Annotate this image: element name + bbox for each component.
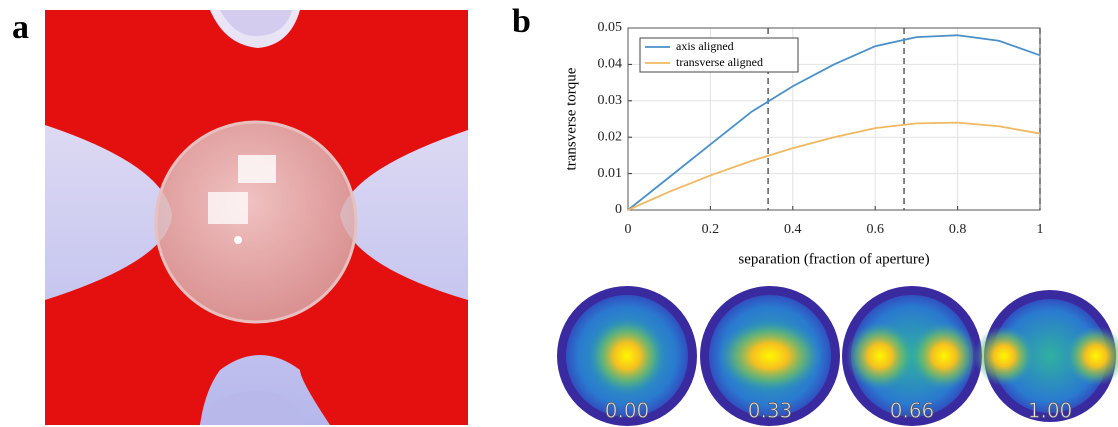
y-axis-label: transverse torque [563, 67, 579, 170]
render [45, 10, 468, 425]
y-tick-label: 0.02 [598, 129, 623, 144]
legend-box [639, 37, 799, 73]
x-axis-label: separation (fraction of aperture) [738, 251, 929, 267]
y-tick-label: 0.03 [598, 93, 623, 108]
inset-label: 0.33 [748, 399, 793, 423]
inset-label: 0.66 [890, 399, 935, 423]
legend-label: transverse aligned [676, 55, 763, 69]
x-tick-label: 1 [1037, 222, 1044, 237]
x-tick-label: 0.6 [866, 222, 884, 237]
x-tick-label: 0.8 [949, 222, 967, 237]
y-tick-label: 0.05 [598, 20, 623, 35]
line-series [627, 34, 1041, 211]
inset-label: 1.00 [1028, 399, 1073, 423]
x-tick-label: 0.2 [702, 222, 720, 237]
x-tick-label: 0 [625, 222, 632, 237]
legend-label: axis aligned [676, 39, 734, 53]
line-series [627, 121, 1041, 211]
y-tick-label: 0 [615, 202, 622, 217]
heatmaps [557, 286, 1118, 426]
x-tick-label: 0.4 [784, 222, 802, 237]
panel-label: a [12, 9, 29, 46]
y-tick-label: 0.04 [598, 57, 623, 72]
y-tick-label: 0.01 [598, 166, 623, 181]
inset-label: 0.00 [605, 399, 650, 423]
panel-label: b [512, 3, 531, 40]
